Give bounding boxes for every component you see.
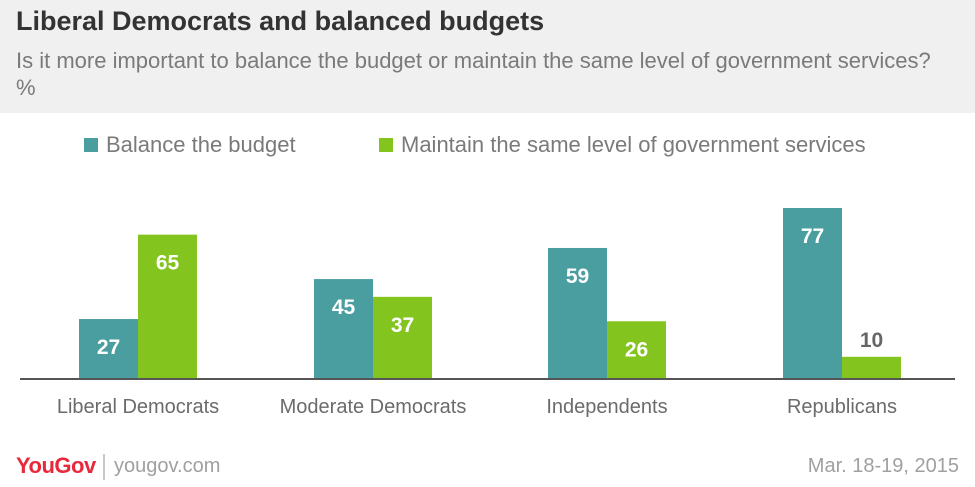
legend: Balance the budget Maintain the same lev… xyxy=(0,130,975,160)
bar-balance-0 xyxy=(79,319,138,379)
data-label-maintain-0: 65 xyxy=(156,252,180,275)
bar-balance-3 xyxy=(783,208,842,379)
legend-label-maintain: Maintain the same level of government se… xyxy=(401,132,866,157)
footer-site-link: yougov.com xyxy=(114,455,221,477)
bar-maintain-3 xyxy=(842,356,901,379)
legend-swatch-maintain xyxy=(379,138,393,152)
category-label-1: Moderate Democrats xyxy=(280,396,467,418)
data-label-balance-1: 45 xyxy=(332,296,356,319)
legend-item-balance: Balance the budget xyxy=(84,130,296,160)
yougov-logo: YouGov xyxy=(16,453,96,478)
data-label-balance-2: 59 xyxy=(566,265,589,288)
chart-subtitle: Is it more important to balance the budg… xyxy=(16,48,931,100)
bar-maintain-0 xyxy=(138,234,197,379)
bar-balance-1 xyxy=(314,279,373,379)
bar-balance-2 xyxy=(548,247,607,379)
legend-label-balance: Balance the budget xyxy=(106,132,296,157)
data-label-maintain-2: 26 xyxy=(625,338,648,361)
legend-item-maintain: Maintain the same level of government se… xyxy=(379,130,866,160)
bar-maintain-2 xyxy=(607,321,666,379)
bar-maintain-1 xyxy=(373,296,432,379)
footer-date: Mar. 18-19, 2015 xyxy=(807,455,959,477)
data-label-balance-0: 27 xyxy=(97,336,120,359)
data-label-balance-3: 77 xyxy=(801,225,824,248)
category-label-2: Independents xyxy=(546,396,667,418)
data-label-maintain-3: 10 xyxy=(860,329,883,352)
category-label-0: Liberal Democrats xyxy=(57,396,219,418)
legend-swatch-balance xyxy=(84,138,98,152)
category-label-3: Republicans xyxy=(787,396,897,418)
header-band: Liberal Democrats and balanced budgets I… xyxy=(0,0,975,113)
chart-title: Liberal Democrats and balanced budgets xyxy=(16,6,545,36)
footer-divider xyxy=(103,454,105,480)
data-label-maintain-1: 37 xyxy=(391,314,414,337)
